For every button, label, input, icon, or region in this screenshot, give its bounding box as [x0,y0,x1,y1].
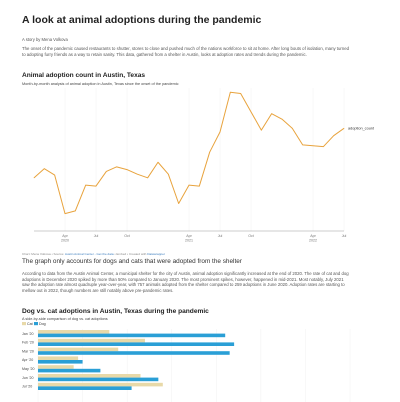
credits-prefix: Chart: Mena Volkova • Source: [22,252,65,256]
data-point [54,174,55,176]
x-tick-label: Jul [342,234,347,238]
category-label: Jan '20 [22,332,33,336]
legend-swatch-dog [34,322,38,326]
data-point [116,166,117,168]
data-point [312,145,314,147]
bar-cat [38,338,145,343]
category-label: Apr '20 [22,358,33,362]
bar-cat [38,330,110,334]
section-subhead: The graph only accounts for dogs and cat… [22,258,242,265]
bar-chart-subtitle: A side-by-side comparison of dog vs. cat… [22,317,108,321]
data-point [292,128,293,129]
data-point [126,169,128,170]
legend-swatch-cat [22,322,26,326]
data-point [219,131,221,133]
data-point [271,113,272,114]
x-tick-label: Apr [186,234,192,238]
data-point [33,177,35,179]
data-point [178,203,179,204]
data-point [95,185,97,187]
data-point [343,128,345,129]
datawrapper-link[interactable]: Datawrapper [147,252,165,256]
data-point [188,184,190,186]
bar-dog [38,342,235,346]
credits-mid: • Embed • Created with [114,252,147,256]
article-title: A look at animal adoptions during the pa… [22,14,262,26]
data-point [281,118,283,120]
x-tick-label: Jul [94,234,99,238]
category-label: Jun '20 [22,376,33,380]
line-chart-subtitle: Month-by-month analysis of animal adopti… [22,82,179,86]
category-label: May '20 [22,367,34,371]
x-tick-label: Apr [62,234,68,238]
x-tick-label: Jul [218,234,223,238]
bar-cat [38,365,74,369]
bar-dog [38,368,101,373]
data-point [250,111,252,113]
x-tick-label: Oct [124,234,130,238]
data-point [106,171,107,172]
bar-cat [38,347,119,352]
x-tick-year: 2022 [309,239,317,243]
data-point [137,173,138,175]
chart-credits: Chart: Mena Volkova • Source: Austin Ani… [22,252,165,256]
data-point [230,91,231,93]
bar-dog [38,377,159,382]
x-tick-label: Apr [310,234,316,238]
data-point [157,161,159,163]
line-chart-title: Animal adoption count in Austin, Texas [22,72,146,79]
data-point [147,177,148,179]
series-label: adoption_count [348,126,375,130]
bar-dog [38,333,226,338]
data-point [333,135,334,136]
category-label: Mar '20 [22,349,34,353]
x-tick-year: 2021 [185,239,193,243]
x-tick-label: Oct [248,234,254,238]
dog-cat-bar-chart: Cat Dog Jan '20 Feb '20 Mar '20 Apr '20 May '2… [22,322,351,402]
data-point [85,184,86,186]
article-byline: A story by Mena Volkova [22,37,68,42]
data-point [168,173,169,175]
data-point [44,168,45,169]
legend-label-dog: Dog [39,322,46,326]
data-point [75,210,76,212]
bar-dog [38,386,132,390]
bar-cat [38,374,141,378]
bar-cat [38,356,79,360]
category-label: Feb '20 [22,341,34,345]
intro-paragraph: The onset of the pandemic caused restaur… [22,46,349,57]
data-point [323,146,324,147]
bar-cat [38,382,163,387]
data-point [302,144,303,146]
data-point [64,213,66,214]
source-link[interactable]: Austin Animal Center - Get the data [64,252,114,256]
x-tick-year: 2020 [61,239,69,243]
bar-dog [38,360,83,364]
data-point [199,185,200,187]
data-point [261,129,262,131]
bar-chart-title: Dog vs. cat adoptions in Austin, Texas d… [22,308,209,315]
category-label: Jul '20 [22,385,32,389]
data-point [209,151,210,153]
bar-dog [38,351,230,355]
data-point [240,93,241,94]
legend-label-cat: Cat [27,322,33,326]
analysis-paragraph: According to data from the Austin Animal… [22,271,349,293]
